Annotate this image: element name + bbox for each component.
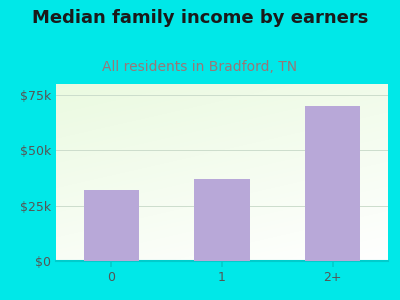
Bar	[194, 179, 250, 261]
Text: Median family income by earners: Median family income by earners	[32, 9, 368, 27]
Bar	[84, 190, 139, 261]
Bar	[305, 106, 360, 261]
Text: All residents in Bradford, TN: All residents in Bradford, TN	[102, 60, 298, 74]
